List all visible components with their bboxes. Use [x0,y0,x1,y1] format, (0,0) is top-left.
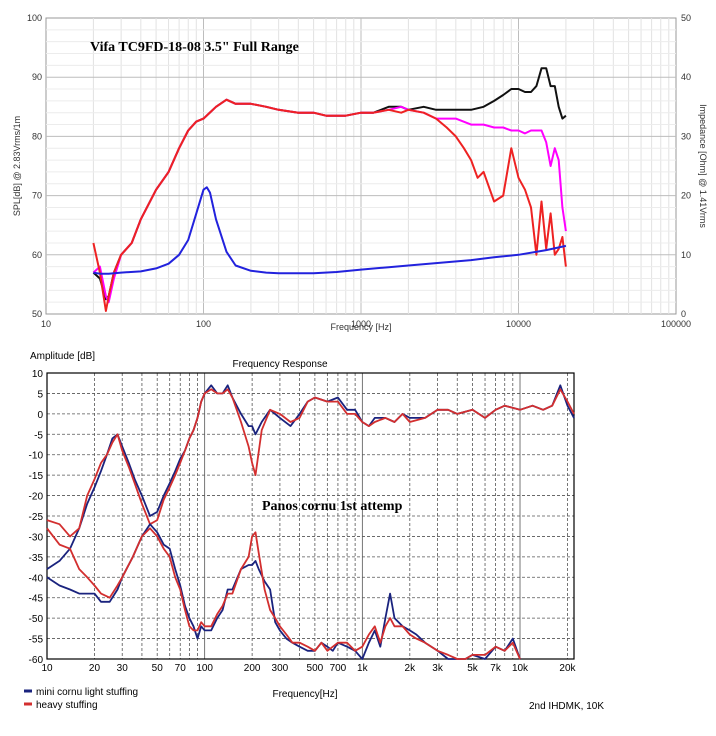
x-tick-label: 2k [405,663,417,674]
y-tick-label: -40 [29,573,44,584]
series-lines [92,67,567,312]
corner-text: 2nd IHDMK, 10K [529,701,604,712]
series-line-3 [92,98,567,312]
y-tick-label: 10 [32,369,44,380]
x-tick-label: 50 [152,663,164,674]
y-tick-label: 100 [27,13,42,23]
chart-frequency-response: 10 20 30 50 70 100 200 300 500 700 1k 2k 3k 5k 7k 10k 20… [0,340,716,736]
y-tick-label: 60 [32,250,42,260]
y2-axis-label: Impedance [Ohm] @ 1.41Vrms [698,104,708,228]
y-tick-label: -20 [29,492,44,503]
x-tick-label: 3k [432,663,444,674]
y2-tick-label: 50 [681,13,691,23]
x-tick-label: 700 [330,663,347,674]
y-tick-label: 5 [37,389,43,400]
x-tick-label: 100000 [661,319,691,329]
x-tick-label: 20k [559,663,576,674]
x-axis-label: Frequency [Hz] [330,322,391,332]
y2-tick-label: 40 [681,72,691,82]
x-tick-label: 100 [196,663,213,674]
y-axis-label: SPL[dB] @ 2.83Vrms/1m [12,116,22,216]
x-tick-label: 5k [467,663,479,674]
x-tick-label: 300 [272,663,289,674]
x-tick-label: 1k [357,663,369,674]
y-tick-labels: 50 60 70 80 90 100 [27,13,42,319]
y-tick-labels: 10 5 0 -5 -10 -15 -20 -25 -30 -35 -40 -45 -50 -55 -60 [29,369,44,666]
y-tick-label: -50 [29,614,44,625]
y-tick-label: -5 [34,430,43,441]
series-lines [46,384,575,660]
y2-tick-labels: 0 10 20 30 40 50 [681,13,691,319]
plot-area [46,372,575,660]
legend-label-1: mini cornu light stuffing [36,687,138,698]
y-axis-label: Amplitude [dB] [30,351,95,362]
y2-tick-label: 20 [681,191,691,201]
x-tick-labels: 10 20 30 50 70 100 200 300 500 700 1k 2k 3k 5k 7k 10k 20… [41,663,576,674]
chart-title: Vifa TC9FD-18-08 3.5" Full Range [90,40,299,55]
y-tick-label: 80 [32,131,42,141]
x-tick-label: 10k [512,663,529,674]
y-tick-label: -25 [29,512,44,523]
x-tick-labels: 10 100 1000 10000 100000 [41,319,691,329]
y-tick-label: -30 [29,532,44,543]
y-tick-label: -35 [29,553,44,564]
chart-title: Frequency Response [232,359,327,370]
x-tick-label: 10000 [506,319,531,329]
series-line-4 [46,527,521,660]
x-axis-label: Frequency[Hz] [272,689,337,700]
grid [46,18,676,314]
y-tick-label: 0 [37,410,43,421]
x-tick-label: 100 [196,319,211,329]
y2-tick-label: 10 [681,250,691,260]
x-tick-label: 1000 [351,319,371,329]
y-tick-label: -15 [29,471,44,482]
chart-annotation: Panos cornu 1st attemp [262,499,403,514]
y2-tick-label: 30 [681,131,691,141]
x-tick-label: 200 [244,663,261,674]
y-tick-label: -55 [29,635,44,646]
y-tick-label: 70 [32,191,42,201]
y-tick-label: -60 [29,655,44,666]
x-tick-label: 10 [41,319,51,329]
x-tick-label: 7k [490,663,502,674]
x-tick-label: 20 [89,663,101,674]
chart-vifa-spl-impedance: 10 100 1000 10000 100000 50 60 70 80 90 100 0 10 20… [0,0,716,340]
series-line-2 [46,388,575,538]
x-tick-label: 10 [41,663,53,674]
x-tick-label: 30 [117,663,129,674]
grid [47,373,574,659]
x-tick-label: 70 [175,663,187,674]
y-tick-label: -45 [29,594,44,605]
y-tick-label: 50 [32,309,42,319]
y-tick-label: 90 [32,72,42,82]
legend-label-2: heavy stuffing [36,700,98,711]
y2-tick-label: 0 [681,309,686,319]
series-line-4 [93,186,567,275]
series-line-3 [46,523,521,660]
y-tick-label: -10 [29,451,44,462]
x-tick-label: 500 [307,663,324,674]
